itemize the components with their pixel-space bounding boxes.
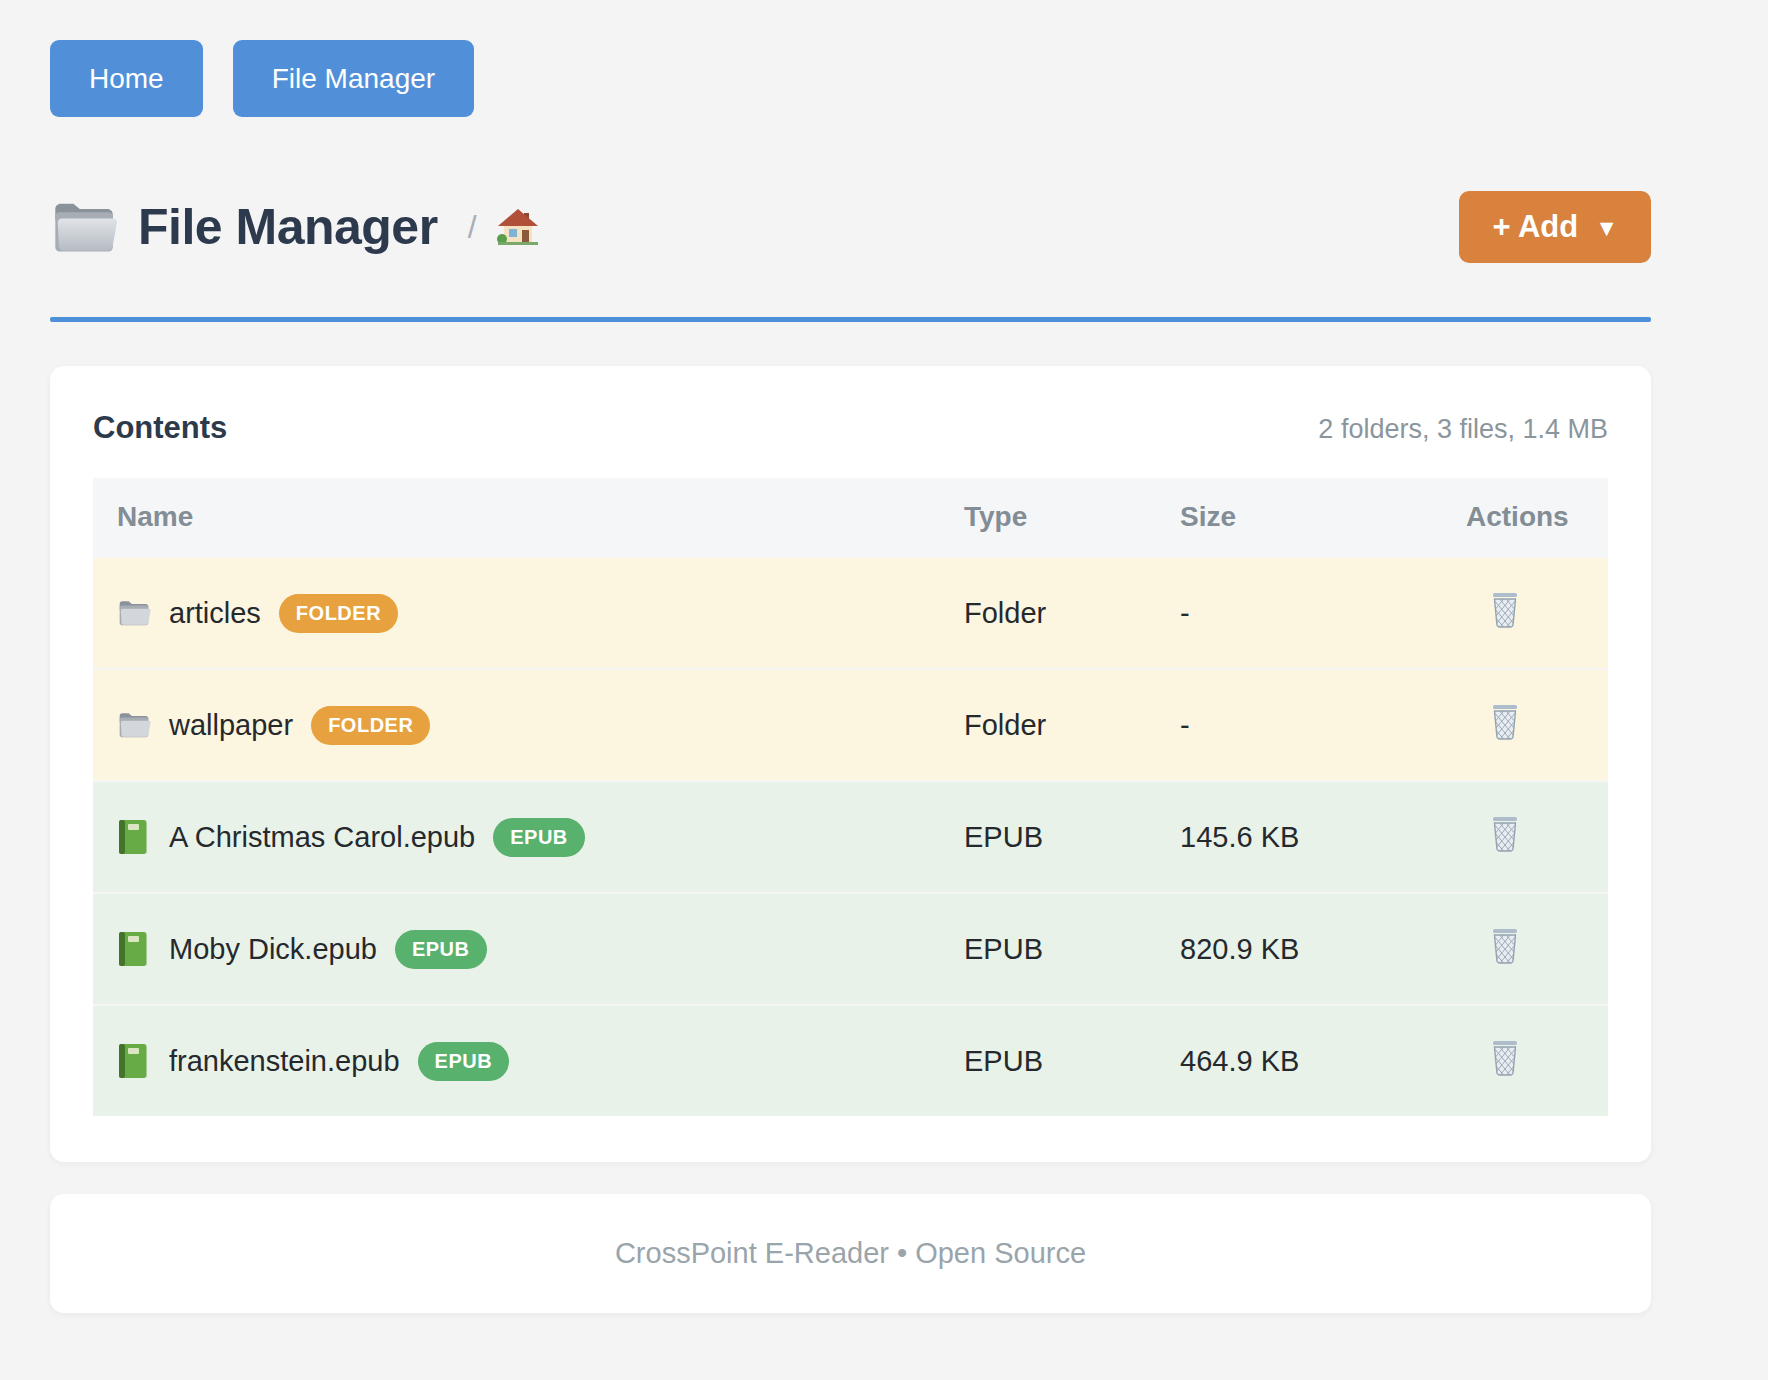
type-badge: FOLDER (311, 706, 430, 745)
column-header-type: Type (964, 501, 1180, 533)
delete-button[interactable] (1486, 702, 1524, 744)
column-header-size: Size (1180, 501, 1466, 533)
type-badge: EPUB (493, 818, 585, 857)
delete-button[interactable] (1486, 590, 1524, 632)
file-table: Name Type Size Actions (93, 478, 1608, 1116)
title-wrap: File Manager / (50, 198, 539, 256)
type-badge: EPUB (418, 1042, 510, 1081)
trash-icon (1488, 591, 1522, 629)
column-header-actions: Actions (1466, 501, 1608, 533)
file-link[interactable]: articles (169, 597, 261, 630)
type-badge: FOLDER (279, 594, 398, 633)
folder-icon (117, 706, 151, 744)
cell-type: EPUB (964, 821, 1180, 854)
file-link[interactable]: wallpaper (169, 709, 293, 742)
cell-actions (1466, 1038, 1608, 1084)
cell-name: articles FOLDER (93, 594, 964, 633)
cell-name: frankenstein.epub EPUB (93, 1042, 964, 1081)
cell-type: EPUB (964, 1045, 1180, 1078)
trash-icon (1488, 703, 1522, 741)
cell-actions (1466, 590, 1608, 636)
title-divider (50, 317, 1651, 322)
card-header: Contents 2 folders, 3 files, 1.4 MB (93, 410, 1608, 446)
table-row: wallpaper FOLDER Folder - (93, 668, 1608, 780)
cell-actions (1466, 926, 1608, 972)
page: Home File Manager File Manager / (0, 0, 1651, 1313)
delete-button[interactable] (1486, 926, 1524, 968)
top-nav: Home File Manager (50, 40, 1651, 117)
type-badge: EPUB (395, 930, 487, 969)
nav-home-button[interactable]: Home (50, 40, 203, 117)
cell-name: A Christmas Carol.epub EPUB (93, 818, 964, 857)
column-header-name: Name (93, 501, 964, 533)
footer-text: CrossPoint E-Reader • Open Source (615, 1237, 1086, 1270)
trash-icon (1488, 927, 1522, 965)
cell-name: wallpaper FOLDER (93, 706, 964, 745)
file-link[interactable]: A Christmas Carol.epub (169, 821, 475, 854)
page-title: File Manager (138, 198, 438, 256)
contents-summary: 2 folders, 3 files, 1.4 MB (1318, 414, 1608, 445)
contents-card: Contents 2 folders, 3 files, 1.4 MB Name… (50, 366, 1651, 1162)
cell-type: Folder (964, 597, 1180, 630)
green-book-icon (117, 1042, 151, 1080)
table-row: Moby Dick.epub EPUB EPUB 820.9 KB (93, 892, 1608, 1004)
cell-size: - (1180, 597, 1466, 630)
add-button-label: + Add (1492, 209, 1578, 245)
nav-file-manager-button[interactable]: File Manager (233, 40, 474, 117)
trash-icon (1488, 815, 1522, 853)
house-icon[interactable] (497, 208, 539, 246)
folder-icon (117, 594, 151, 632)
caret-down-icon: ▼ (1595, 215, 1618, 242)
table-row: articles FOLDER Folder - (93, 556, 1608, 668)
footer: CrossPoint E-Reader • Open Source (50, 1194, 1651, 1313)
file-link[interactable]: frankenstein.epub (169, 1045, 400, 1078)
table-body: articles FOLDER Folder - (93, 556, 1608, 1116)
cell-name: Moby Dick.epub EPUB (93, 930, 964, 969)
green-book-icon (117, 930, 151, 968)
delete-button[interactable] (1486, 1038, 1524, 1080)
trash-icon (1488, 1039, 1522, 1077)
add-button[interactable]: + Add ▼ (1459, 191, 1651, 263)
cell-size: 820.9 KB (1180, 933, 1466, 966)
table-header-row: Name Type Size Actions (93, 478, 1608, 556)
cell-actions (1466, 702, 1608, 748)
table-row: frankenstein.epub EPUB EPUB 464.9 KB (93, 1004, 1608, 1116)
cell-actions (1466, 814, 1608, 860)
cell-size: 464.9 KB (1180, 1045, 1466, 1078)
card-title: Contents (93, 410, 227, 446)
cell-type: Folder (964, 709, 1180, 742)
breadcrumb-separator: / (468, 209, 477, 246)
file-link[interactable]: Moby Dick.epub (169, 933, 377, 966)
delete-button[interactable] (1486, 814, 1524, 856)
cell-size: 145.6 KB (1180, 821, 1466, 854)
cell-size: - (1180, 709, 1466, 742)
cell-type: EPUB (964, 933, 1180, 966)
page-header: File Manager / + Add ▼ (50, 191, 1651, 263)
table-row: A Christmas Carol.epub EPUB EPUB 145.6 K… (93, 780, 1608, 892)
folder-icon (50, 198, 118, 256)
green-book-icon (117, 818, 151, 856)
